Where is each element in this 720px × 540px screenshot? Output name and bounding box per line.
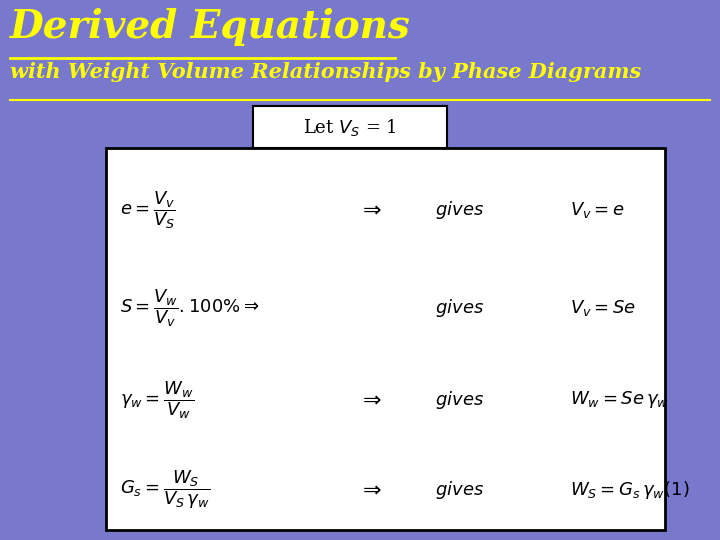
Text: $V_v = Se$: $V_v = Se$	[570, 298, 636, 318]
Text: Derived Equations: Derived Equations	[10, 8, 410, 46]
Text: $\mathit{S} = \dfrac{V_w}{V_v} . 100\% \Rightarrow$: $\mathit{S} = \dfrac{V_w}{V_v} . 100\% \…	[120, 287, 259, 329]
Text: $\mathit{e} = \dfrac{V_v}{V_S}$: $\mathit{e} = \dfrac{V_v}{V_S}$	[120, 189, 176, 231]
Text: $W_S = G_s\, \gamma_w(1)$: $W_S = G_s\, \gamma_w(1)$	[570, 479, 690, 501]
FancyBboxPatch shape	[253, 106, 447, 148]
Text: $\mathit{gives}$: $\mathit{gives}$	[436, 199, 485, 221]
Text: Let $\mathit{V_S}$ = 1: Let $\mathit{V_S}$ = 1	[303, 117, 397, 138]
Text: $\mathit{gives}$: $\mathit{gives}$	[436, 297, 485, 319]
Text: $\mathit{\gamma_w} = \dfrac{W_w}{V_w}$: $\mathit{\gamma_w} = \dfrac{W_w}{V_w}$	[120, 379, 194, 421]
FancyBboxPatch shape	[106, 148, 665, 530]
Text: $\Rightarrow$: $\Rightarrow$	[358, 479, 382, 501]
Text: with Weight Volume Relationships by Phase Diagrams: with Weight Volume Relationships by Phas…	[10, 62, 642, 82]
Text: $\mathit{gives}$: $\mathit{gives}$	[436, 479, 485, 501]
Text: $W_w = Se\, \gamma_w$: $W_w = Se\, \gamma_w$	[570, 389, 669, 410]
Text: $\Rightarrow$: $\Rightarrow$	[358, 199, 382, 221]
Text: $\mathit{gives}$: $\mathit{gives}$	[436, 389, 485, 411]
Text: $\mathit{G_s} = \dfrac{W_S}{V_S\, \gamma_w}$: $\mathit{G_s} = \dfrac{W_S}{V_S\, \gamma…	[120, 469, 210, 511]
Text: $\Rightarrow$: $\Rightarrow$	[358, 389, 382, 411]
Text: $V_v = e$: $V_v = e$	[570, 200, 625, 220]
